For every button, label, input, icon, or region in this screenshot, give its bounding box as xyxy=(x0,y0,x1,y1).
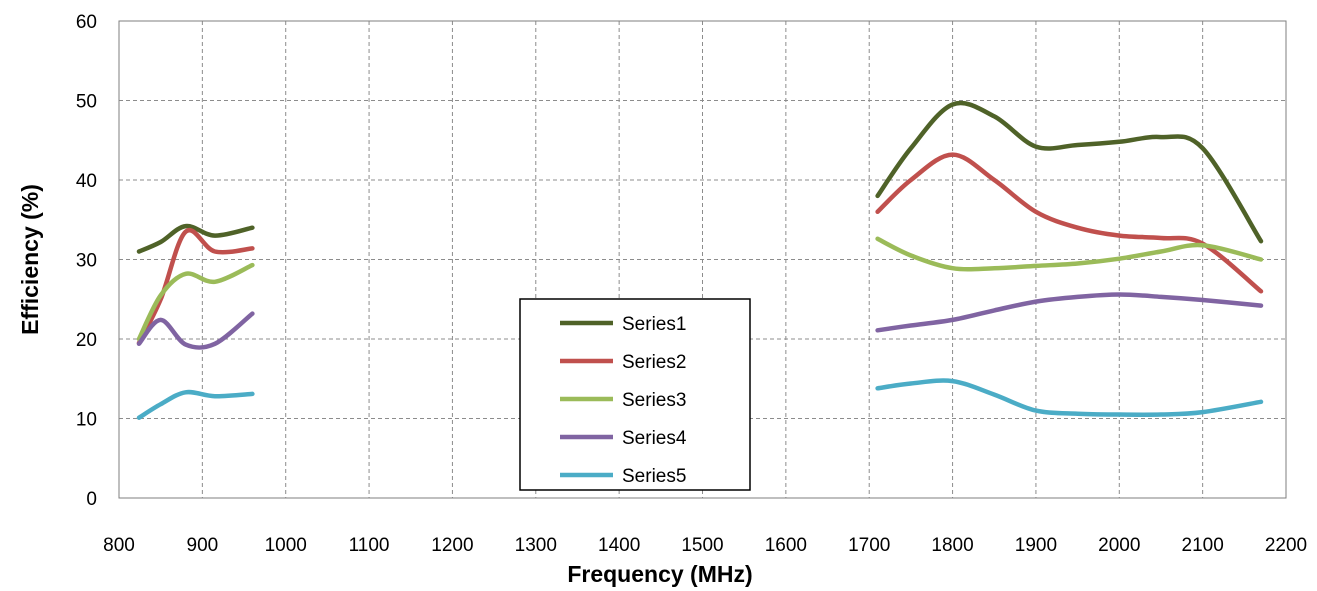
legend-item: Series3 xyxy=(560,390,686,411)
x-tick-label: 1300 xyxy=(515,535,557,556)
series-line xyxy=(136,227,255,346)
y-tick-label: 60 xyxy=(76,12,97,33)
x-tick-label: 1200 xyxy=(431,535,473,556)
plot-area-frame xyxy=(118,20,1287,499)
y-tick-label: 30 xyxy=(76,251,97,272)
series-line xyxy=(875,292,1264,333)
legend-item: Series4 xyxy=(560,428,687,449)
series-series2 xyxy=(136,152,1264,346)
x-tick-label: 1000 xyxy=(265,535,307,556)
series-layer xyxy=(136,100,1264,420)
series-series4 xyxy=(136,292,1264,350)
legend-label: Series1 xyxy=(622,314,686,335)
y-tick-label: 20 xyxy=(76,330,97,351)
x-tick-label: 1600 xyxy=(765,535,807,556)
legend-box xyxy=(519,298,751,491)
series-line xyxy=(875,378,1264,417)
series-series5 xyxy=(136,378,1264,420)
series-line xyxy=(875,100,1264,244)
legend-item: Series1 xyxy=(560,314,686,335)
y-tick-label: 10 xyxy=(76,410,97,431)
x-tick-label: 1900 xyxy=(1015,535,1057,556)
y-tick-label: 50 xyxy=(76,92,97,113)
x-tick-label: 2000 xyxy=(1098,535,1140,556)
series-line xyxy=(136,389,255,420)
x-tick-labels: 800 900 1000 1100 1200 1300 1400 1500 1600 1700 18… xyxy=(103,535,1307,556)
x-axis-title: Frequency (MHz) xyxy=(567,561,752,587)
x-tick-label: 1400 xyxy=(598,535,640,556)
legend-item: Series2 xyxy=(560,352,686,373)
legend-label: Series2 xyxy=(622,352,686,373)
series-line xyxy=(136,311,255,350)
x-tick-label: 2100 xyxy=(1182,535,1224,556)
legend-label: Series4 xyxy=(622,428,687,449)
series-series3 xyxy=(136,236,1264,342)
y-tick-label: 0 xyxy=(86,489,97,510)
y-tick-labels: 0 10 20 30 40 50 60 xyxy=(76,12,97,510)
series-line xyxy=(136,223,255,254)
x-tick-label: 1100 xyxy=(349,535,390,556)
x-tick-label: 2200 xyxy=(1265,535,1307,556)
legend-item: Series5 xyxy=(560,466,686,487)
x-tick-label: 1500 xyxy=(681,535,723,556)
legend-label: Series3 xyxy=(622,390,686,411)
legend: Series1 Series2 Series3 Series4 Series5 xyxy=(519,298,751,491)
x-tick-label: 800 xyxy=(103,535,135,556)
y-tick-label: 40 xyxy=(76,171,97,192)
series-line xyxy=(136,262,255,342)
y-axis-title: Efficiency (%) xyxy=(17,184,43,335)
legend-label: Series5 xyxy=(622,466,686,487)
x-tick-label: 900 xyxy=(187,535,219,556)
series-series1 xyxy=(136,100,1264,254)
x-tick-label: 1800 xyxy=(931,535,973,556)
series-line xyxy=(875,152,1264,294)
series-line xyxy=(875,236,1264,272)
x-tick-label: 1700 xyxy=(848,535,890,556)
